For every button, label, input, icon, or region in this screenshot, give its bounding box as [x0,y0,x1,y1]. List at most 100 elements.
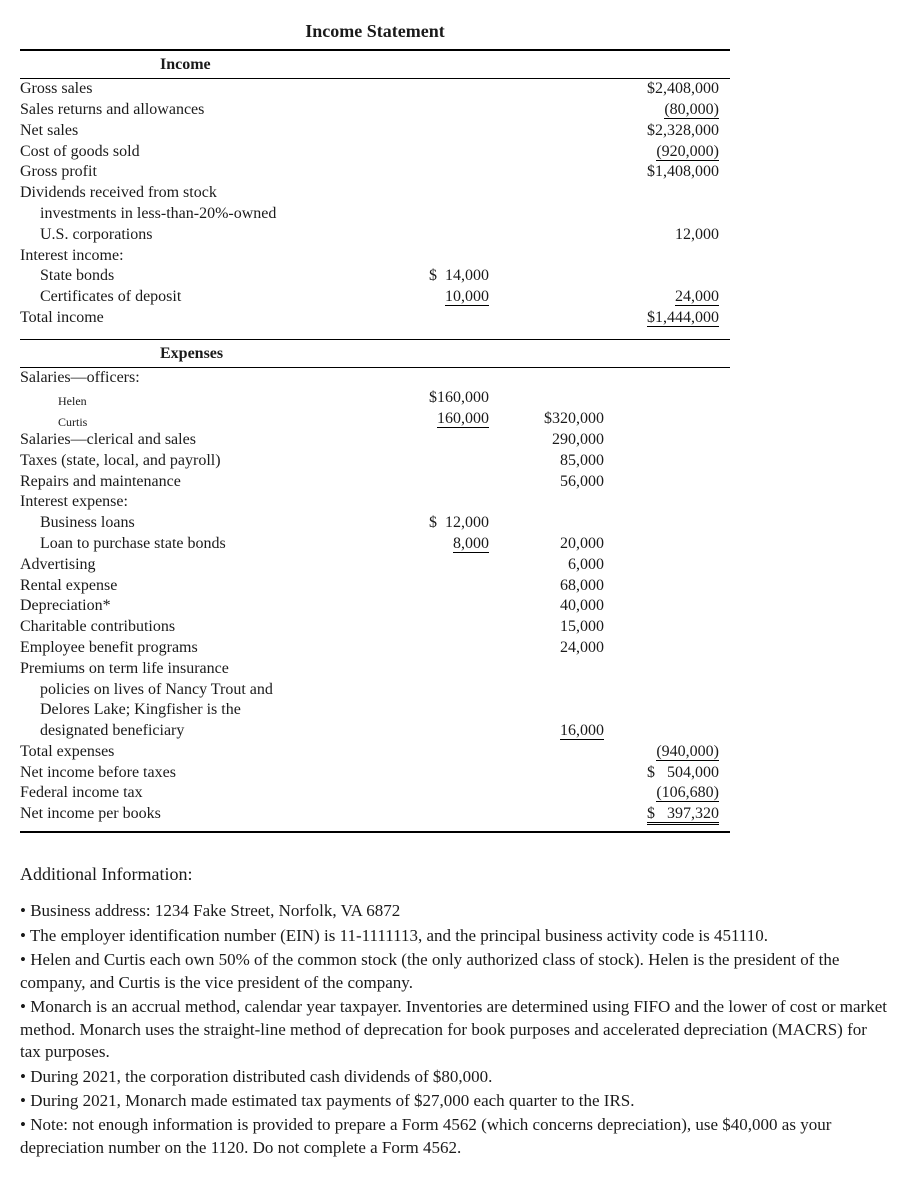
amount-col-1: $ 14,000 [380,266,495,287]
amount-col-3: $1,444,000 [610,308,725,329]
label: Delores Lake; Kingfisher is the [20,700,380,721]
amount-col-1: $ 12,000 [380,513,495,534]
income-statement: Income Statement Income Gross sales $2,40… [20,20,730,833]
additional-info-item: Monarch is an accrual method, calendar y… [20,996,890,1063]
label: Rental expense [20,576,380,597]
line-prem4: designated beneficiary16,000 [20,721,730,742]
line-state_bonds: State bonds$ 14,000 [20,266,730,287]
label: Net income per books [20,804,380,825]
line-net_sales: Net sales $2,328,000 [20,121,730,142]
line-prem3: Delores Lake; Kingfisher is the [20,700,730,721]
label: Dividends received from stock [20,183,380,204]
amount-col-3: $2,408,000 [610,79,725,100]
label: Total income [20,308,380,329]
line-int_exp_h: Interest expense: [20,492,730,513]
line-rental: Rental expense 68,000 [20,576,730,597]
label: Business loans [20,513,380,534]
amount-col-2: 85,000 [495,451,610,472]
label: Curtis [20,416,380,430]
amount-col-3: $ 397,320 [610,804,725,825]
label: Charitable contributions [20,617,380,638]
line-total_income: Total income $1,444,000 [20,308,730,329]
amount-col-1: 10,000 [380,287,495,308]
rule-bottom [20,831,730,833]
label: Cost of goods sold [20,142,380,163]
line-nib: Net income per books $ 397,320 [20,804,730,825]
line-sal_cs: Salaries—clerical and sales 290,000 [20,430,730,451]
amount-col-2: 56,000 [495,472,610,493]
additional-info-item: Note: not enough information is provided… [20,1114,890,1159]
label: investments in less-than-20%-owned [20,204,380,225]
amount-col-1: $160,000 [380,388,495,409]
label: Certificates of deposit [20,287,380,308]
label: Interest income: [20,246,380,267]
label: Repairs and maintenance [20,472,380,493]
amount-col-3: $2,328,000 [610,121,725,142]
additional-info-item: Helen and Curtis each own 50% of the com… [20,949,890,994]
amount-col-3: $ 504,000 [610,763,725,784]
label: Federal income tax [20,783,380,804]
line-prem2: policies on lives of Nancy Trout and [20,680,730,701]
label: policies on lives of Nancy Trout and [20,680,380,701]
amount-col-2: 24,000 [495,638,610,659]
label: Employee benefit programs [20,638,380,659]
line-cogs: Cost of goods sold (920,000) [20,142,730,163]
line-tot_exp: Total expenses (940,000) [20,742,730,763]
line-dividends2: investments in less-than-20%-owned [20,204,730,225]
label: Gross profit [20,162,380,183]
label: Sales returns and allowances [20,100,380,121]
amount-col-3: (940,000) [610,742,725,763]
line-curtis: Curtis160,000$320,000 [20,409,730,430]
amount-col-2: 15,000 [495,617,610,638]
amount-col-3: (920,000) [610,142,725,163]
line-repairs: Repairs and maintenance 56,000 [20,472,730,493]
line-adv: Advertising6,000 [20,555,730,576]
line-bus_loans: Business loans$ 12,000 [20,513,730,534]
label: Total expenses [20,742,380,763]
line-gross_profit: Gross profit $1,408,000 [20,162,730,183]
line-nibt: Net income before taxes$ 504,000 [20,763,730,784]
amount-col-3: $1,408,000 [610,162,725,183]
additional-info-item: Business address: 1234 Fake Street, Norf… [20,900,890,922]
label: Depreciation* [20,596,380,617]
amount-col-3: 24,000 [610,287,725,308]
amount-col-2: 40,000 [495,596,610,617]
line-interest_header: Interest income: [20,246,730,267]
line-returns: Sales returns and allowances (80,000) [20,100,730,121]
label: Helen [20,395,380,409]
additional-info-item: During 2021, the corporation distributed… [20,1066,890,1088]
line-fit: Federal income tax (106,680) [20,783,730,804]
label: Gross sales [20,79,380,100]
amount-col-2: 290,000 [495,430,610,451]
statement-title: Income Statement [20,20,730,43]
amount-col-2: $320,000 [495,409,610,430]
income-section-header: Income [20,51,730,78]
additional-info-item: The employer identification number (EIN)… [20,925,890,947]
amount-col-3: (80,000) [610,100,725,121]
label: Salaries—clerical and sales [20,430,380,451]
line-taxes: Taxes (state, local, and payroll) 85,000 [20,451,730,472]
line-loan_sb: Loan to purchase state bonds8,00020,000 [20,534,730,555]
expense-rows: Salaries—officers: Helen$160,000Curtis160… [20,368,730,826]
expenses-section-header: Expenses [20,340,730,367]
label: Taxes (state, local, and payroll) [20,451,380,472]
label: U.S. corporations [20,225,380,246]
label: State bonds [20,266,380,287]
line-dividends1: Dividends received from stock [20,183,730,204]
label: Salaries—officers: [20,368,380,389]
label: Net sales [20,121,380,142]
label: Interest expense: [20,492,380,513]
line-gross_sales: Gross sales $2,408,000 [20,79,730,100]
line-cds: Certificates of deposit10,000 24,000 [20,287,730,308]
line-prem1: Premiums on term life insurance [20,659,730,680]
additional-info-item: During 2021, Monarch made estimated tax … [20,1090,890,1112]
amount-col-2: 68,000 [495,576,610,597]
line-dividends3: U.S. corporations 12,000 [20,225,730,246]
amount-col-3: 12,000 [610,225,725,246]
line-char: Charitable contributions 15,000 [20,617,730,638]
amount-col-2: 6,000 [495,555,610,576]
line-dep: Depreciation* 40,000 [20,596,730,617]
amount-col-1: 8,000 [380,534,495,555]
amount-col-3: (106,680) [610,783,725,804]
line-emp_ben: Employee benefit programs 24,000 [20,638,730,659]
